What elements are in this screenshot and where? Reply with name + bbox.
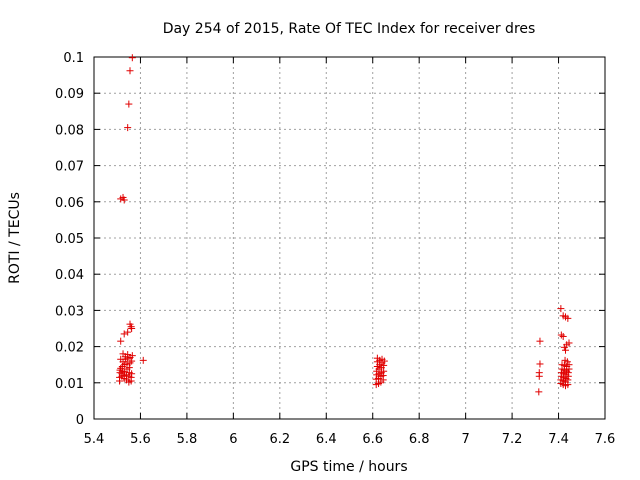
data-point bbox=[125, 100, 133, 108]
x-tick-label: 7 bbox=[461, 432, 469, 447]
data-point bbox=[536, 360, 544, 368]
y-tick-label: 0.1 bbox=[63, 51, 84, 66]
data-point bbox=[536, 337, 544, 345]
data-point bbox=[120, 330, 128, 338]
data-point bbox=[117, 337, 125, 345]
x-tick-label: 5.8 bbox=[177, 432, 198, 447]
data-point bbox=[126, 67, 134, 75]
y-tick-label: 0.05 bbox=[55, 232, 84, 247]
data-point bbox=[124, 124, 132, 132]
y-tick-label: 0.04 bbox=[55, 268, 84, 283]
data-point bbox=[128, 54, 136, 62]
y-tick-label: 0.09 bbox=[55, 87, 84, 102]
data-point bbox=[557, 305, 565, 313]
y-tick-label: 0.03 bbox=[55, 304, 84, 319]
grid bbox=[94, 57, 605, 419]
data-point bbox=[562, 346, 570, 354]
x-tick-label: 7.2 bbox=[502, 432, 523, 447]
data-point bbox=[563, 358, 571, 366]
x-tick-label: 6 bbox=[229, 432, 237, 447]
data-point bbox=[128, 370, 136, 378]
data-points bbox=[116, 54, 573, 396]
x-tick-label: 6.4 bbox=[316, 432, 337, 447]
x-tick-label: 5.4 bbox=[84, 432, 105, 447]
data-point bbox=[564, 369, 572, 377]
y-axis-label: ROTI / TECUs bbox=[7, 192, 23, 284]
data-point bbox=[128, 352, 136, 360]
y-tick-label: 0.01 bbox=[55, 377, 84, 392]
chart-title: Day 254 of 2015, Rate Of TEC Index for r… bbox=[163, 21, 536, 37]
data-point bbox=[564, 314, 572, 322]
y-tick-label: 0.02 bbox=[55, 341, 84, 356]
data-point bbox=[535, 369, 543, 377]
y-tick-label: 0.08 bbox=[55, 123, 84, 138]
data-point bbox=[123, 360, 131, 368]
data-point bbox=[117, 364, 125, 372]
data-point bbox=[120, 196, 128, 204]
y-tick-label: 0.06 bbox=[55, 196, 84, 211]
data-point bbox=[559, 332, 567, 340]
x-tick-label: 5.6 bbox=[130, 432, 151, 447]
y-tick-label: 0 bbox=[76, 413, 84, 428]
axis-ticks: 5.4 5.6 5.8 6 6.2 6.4 6.6 6.8 7 7.2 7.4 7.6 0 0.01 0.0… bbox=[55, 51, 615, 447]
x-tick-label: 6.8 bbox=[409, 432, 430, 447]
data-point bbox=[565, 361, 573, 369]
data-point bbox=[565, 339, 573, 347]
data-point bbox=[128, 325, 136, 332]
data-point bbox=[139, 356, 147, 364]
x-tick-label: 6.2 bbox=[269, 432, 290, 447]
data-point bbox=[380, 357, 388, 365]
x-axis-label: GPS time / hours bbox=[290, 459, 407, 475]
data-point bbox=[124, 328, 132, 336]
x-tick-label: 6.6 bbox=[362, 432, 383, 447]
data-point bbox=[125, 364, 133, 372]
data-point bbox=[380, 361, 388, 369]
data-point bbox=[128, 357, 136, 365]
x-tick-label: 7.4 bbox=[548, 432, 569, 447]
data-point bbox=[535, 388, 543, 396]
x-tick-label: 7.6 bbox=[595, 432, 616, 447]
y-tick-label: 0.07 bbox=[55, 160, 84, 175]
